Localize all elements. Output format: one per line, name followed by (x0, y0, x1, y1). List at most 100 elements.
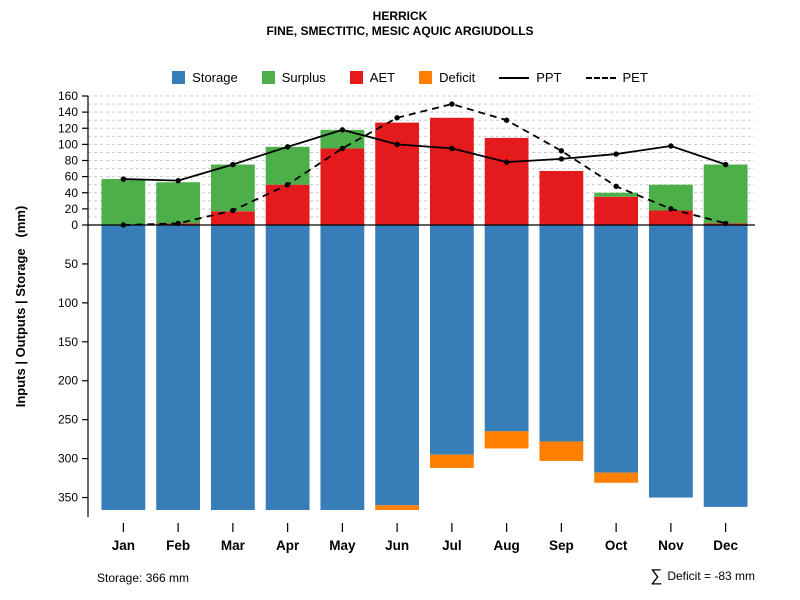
month-label: May (329, 538, 356, 553)
pet-point (449, 101, 455, 107)
bar-surplus-jan (101, 179, 146, 225)
pet-point (503, 117, 510, 123)
pet-point (339, 145, 346, 152)
pet-point (230, 207, 236, 214)
y-tick-label: 40 (65, 186, 79, 200)
ppt-point (394, 141, 400, 148)
x-axis: Jan Feb Mar Apr May Jun Jul Aug Sep Oct Nov Dec (112, 523, 738, 553)
y-tick-label: 0 (71, 218, 78, 232)
legend-color-swatch (172, 71, 186, 84)
bar-surplus-dec (703, 164, 748, 224)
legend-label: Storage (192, 70, 238, 85)
y-axis: 0 20 40 60 80 100 120 140 160 50 100 150 200 250 300 35… (58, 89, 89, 517)
bar-storage-sep (539, 225, 584, 442)
month-label: Aug (494, 538, 520, 553)
bar-aet-aug (484, 137, 529, 225)
pet-polyline (123, 103, 726, 226)
y-tick-label: 50 (65, 257, 79, 271)
ppt-point (449, 145, 455, 152)
sigma-symbol: ∑ (650, 566, 663, 585)
chart-title: HERRICK (372, 9, 428, 23)
legend-label: Surplus (281, 70, 326, 85)
y-tick-label: 350 (58, 491, 78, 505)
month-label: Jun (385, 538, 409, 553)
bar-aet-jul (429, 117, 474, 225)
bar-aet-apr (265, 184, 310, 225)
ppt-point (230, 161, 236, 168)
legend-line-swatch (585, 76, 616, 79)
bar-deficit-jun (375, 505, 420, 510)
legend-color-swatch (419, 71, 433, 84)
ppt-point (339, 127, 346, 133)
y-tick-label: 100 (58, 137, 78, 151)
bar-surplus-apr (265, 146, 310, 185)
bar-storage-oct (594, 225, 639, 473)
bar-aet-mar (210, 211, 255, 225)
legend-item-aet: AET (349, 70, 396, 85)
pet-point (668, 206, 674, 212)
y-tick-label: 80 (65, 154, 79, 168)
y-tick-label: 300 (58, 452, 78, 466)
bar-deficit-oct (594, 472, 639, 483)
bar-storage-apr (265, 225, 310, 510)
y-tick-label: 250 (58, 413, 78, 427)
deficit-annotation-text: Deficit = -83 mm (667, 568, 755, 583)
bar-storage-may (320, 225, 365, 510)
legend-item-surplus: Surplus (261, 70, 326, 85)
y-tick-label: 160 (58, 89, 78, 103)
y-tick-label: 140 (58, 105, 78, 119)
bar-storage-mar (210, 225, 255, 510)
legend-item-pet: PET (585, 70, 648, 85)
legend-item-storage: Storage (172, 70, 238, 85)
bar-aet-jun (375, 122, 420, 225)
month-label: Jan (112, 538, 135, 553)
y-tick-label: 100 (58, 296, 78, 310)
month-label: Apr (276, 538, 300, 553)
pet-point (722, 220, 729, 227)
month-label: Nov (658, 538, 684, 553)
ppt-point (284, 144, 291, 150)
bar-surplus-oct (594, 192, 639, 197)
y-tick-label: 60 (65, 170, 79, 184)
bar-storage-jan (101, 225, 146, 510)
y-axis-title: Inputs | Outputs | Storage (mm) (13, 206, 28, 408)
bar-surplus-feb (156, 182, 201, 224)
bar-deficit-aug (484, 431, 529, 449)
pet-point (284, 181, 291, 188)
bar-surplus-may (320, 129, 365, 149)
chart-subtitle: FINE, SMECTITIC, MESIC AQUIC ARGIUDOLLS (266, 24, 534, 38)
bar-deficit-sep (539, 441, 584, 461)
y-tick-label: 150 (58, 335, 78, 349)
month-label: Feb (166, 538, 190, 553)
bar-storage-feb (156, 225, 201, 510)
bar-aet-oct (594, 196, 639, 225)
legend-label: Deficit (439, 70, 476, 85)
legend-label: PET (622, 70, 648, 85)
ppt-point (120, 176, 127, 182)
pet-point (394, 115, 400, 121)
month-label: Dec (713, 538, 738, 553)
legend-color-swatch (261, 71, 275, 84)
deficit-annotation: ∑ Deficit = -83 mm (650, 567, 755, 584)
month-label: Oct (605, 538, 628, 553)
pet-point (175, 220, 181, 227)
legend-item-deficit: Deficit (419, 70, 475, 85)
bar-storage-jun (375, 225, 420, 506)
ppt-line (120, 127, 729, 184)
legend-label: PPT (536, 70, 562, 85)
ppt-point (613, 151, 619, 157)
ppt-point (668, 143, 674, 149)
bar-deficit-jul (429, 454, 474, 468)
bar-aet-sep (539, 170, 584, 225)
pet-point (558, 148, 565, 154)
legend-color-swatch (349, 71, 363, 84)
ppt-polyline (123, 128, 726, 182)
bar-aet-may (320, 148, 365, 225)
month-label: Jul (442, 538, 462, 553)
ppt-point (503, 159, 510, 165)
ppt-point (722, 161, 729, 168)
pet-point (120, 222, 127, 228)
legend-line-swatch (499, 76, 530, 79)
legend-label: AET (369, 70, 396, 85)
